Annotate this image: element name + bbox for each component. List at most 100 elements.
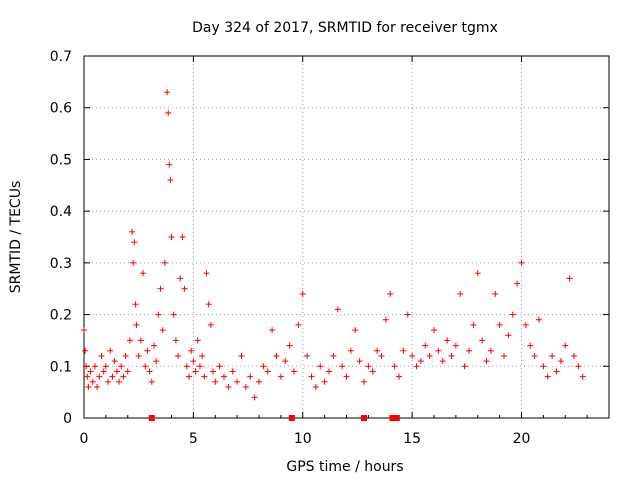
data-point — [168, 234, 175, 240]
data-point — [571, 352, 577, 359]
data-point — [334, 306, 341, 313]
axis-marker — [288, 415, 295, 421]
data-point — [84, 373, 91, 380]
data-point — [181, 285, 188, 292]
data-point — [105, 378, 112, 385]
axis-marker — [148, 415, 155, 421]
data-point — [256, 378, 262, 385]
data-point — [129, 228, 136, 235]
data-point — [161, 259, 168, 266]
data-point — [518, 259, 525, 266]
data-point — [205, 301, 212, 308]
data-point — [461, 363, 468, 370]
data-point — [295, 321, 302, 328]
data-point — [312, 383, 319, 390]
data-point — [234, 378, 241, 385]
data-point — [170, 311, 177, 318]
data-point — [378, 352, 385, 359]
axis-ticks: 0 5 10 15 20 0 0.1 0.2 0.3 0.4 0.5 0.6 0.7 — [50, 49, 609, 447]
data-point — [142, 363, 149, 370]
data-point — [122, 352, 129, 359]
y-tick-label: 0.7 — [50, 49, 72, 65]
data-point — [457, 290, 464, 297]
y-tick-label: 0.1 — [50, 359, 72, 375]
data-point — [347, 347, 354, 354]
data-point — [81, 327, 87, 334]
data-point — [82, 347, 89, 354]
data-point — [207, 321, 214, 328]
data-point — [132, 301, 139, 308]
x-tick-label: 15 — [403, 431, 421, 447]
data-point — [509, 311, 516, 318]
x-tick-label: 5 — [189, 431, 198, 447]
data-point — [496, 321, 503, 328]
data-point — [557, 358, 564, 365]
data-point — [466, 347, 472, 354]
data-point — [137, 337, 144, 344]
data-point — [531, 352, 538, 359]
data-point — [120, 373, 127, 380]
y-tick-label: 0.2 — [50, 308, 72, 324]
data-point — [116, 378, 122, 385]
y-axis-label: SRMTID / TECUs — [8, 181, 24, 294]
data-point — [238, 352, 245, 359]
data-point — [109, 373, 116, 380]
data-point — [124, 368, 131, 375]
data-point — [83, 363, 90, 370]
data-point — [102, 363, 109, 370]
data-point — [216, 363, 223, 370]
data-point — [167, 177, 174, 184]
data-point — [133, 321, 140, 328]
data-point — [111, 358, 118, 365]
data-point — [339, 363, 346, 370]
data-point — [321, 378, 328, 385]
data-point — [113, 368, 120, 375]
data-point — [269, 327, 276, 334]
x-tick-label: 20 — [513, 431, 531, 447]
data-point — [374, 347, 381, 354]
data-point — [118, 363, 125, 370]
data-point — [400, 347, 407, 354]
data-point — [549, 352, 556, 359]
data-point — [155, 311, 162, 318]
data-point — [575, 363, 582, 370]
data-point — [146, 368, 153, 375]
data-point — [286, 342, 293, 349]
data-point — [470, 321, 477, 328]
data-point — [514, 280, 521, 287]
data-point — [439, 358, 446, 365]
data-point — [98, 352, 105, 359]
data-point — [151, 342, 157, 349]
grid — [84, 56, 609, 418]
data-point — [210, 368, 217, 375]
data-point — [330, 352, 337, 359]
axis-marker — [389, 415, 396, 421]
data-point — [100, 368, 107, 375]
data-point — [492, 290, 499, 297]
axis-markers — [148, 415, 400, 421]
y-tick-label: 0.5 — [50, 152, 72, 168]
y-tick-label: 0.4 — [50, 204, 72, 220]
data-point — [188, 347, 195, 354]
data-point — [277, 373, 284, 380]
data-point — [186, 373, 192, 380]
data-point — [417, 358, 424, 365]
data-point — [165, 109, 172, 116]
x-tick-label: 10 — [294, 431, 312, 447]
data-point — [89, 378, 96, 385]
data-point — [96, 373, 103, 380]
data-point — [452, 342, 459, 349]
data-point — [264, 368, 271, 375]
data-point — [282, 358, 289, 365]
x-axis-label: GPS time / hours — [286, 459, 403, 475]
data-point — [413, 363, 420, 370]
data-point — [444, 337, 451, 344]
data-point — [426, 352, 433, 359]
data-point — [501, 352, 507, 359]
data-point — [212, 378, 219, 385]
data-point — [474, 270, 481, 277]
data-point — [479, 337, 486, 344]
data-point — [308, 373, 315, 380]
data-point — [144, 347, 151, 354]
data-point — [130, 259, 137, 266]
